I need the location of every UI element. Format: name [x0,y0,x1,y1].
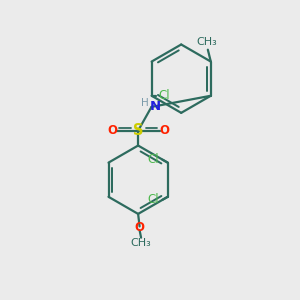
Text: N: N [149,100,161,113]
Text: S: S [133,123,143,138]
Text: CH₃: CH₃ [196,37,217,47]
Text: O: O [159,124,169,137]
Text: H: H [141,98,149,108]
Text: O: O [135,221,145,234]
Text: Cl: Cl [147,193,159,206]
Text: O: O [107,124,117,137]
Text: Cl: Cl [159,89,170,102]
Text: CH₃: CH₃ [131,238,152,248]
Text: Cl: Cl [147,153,159,166]
